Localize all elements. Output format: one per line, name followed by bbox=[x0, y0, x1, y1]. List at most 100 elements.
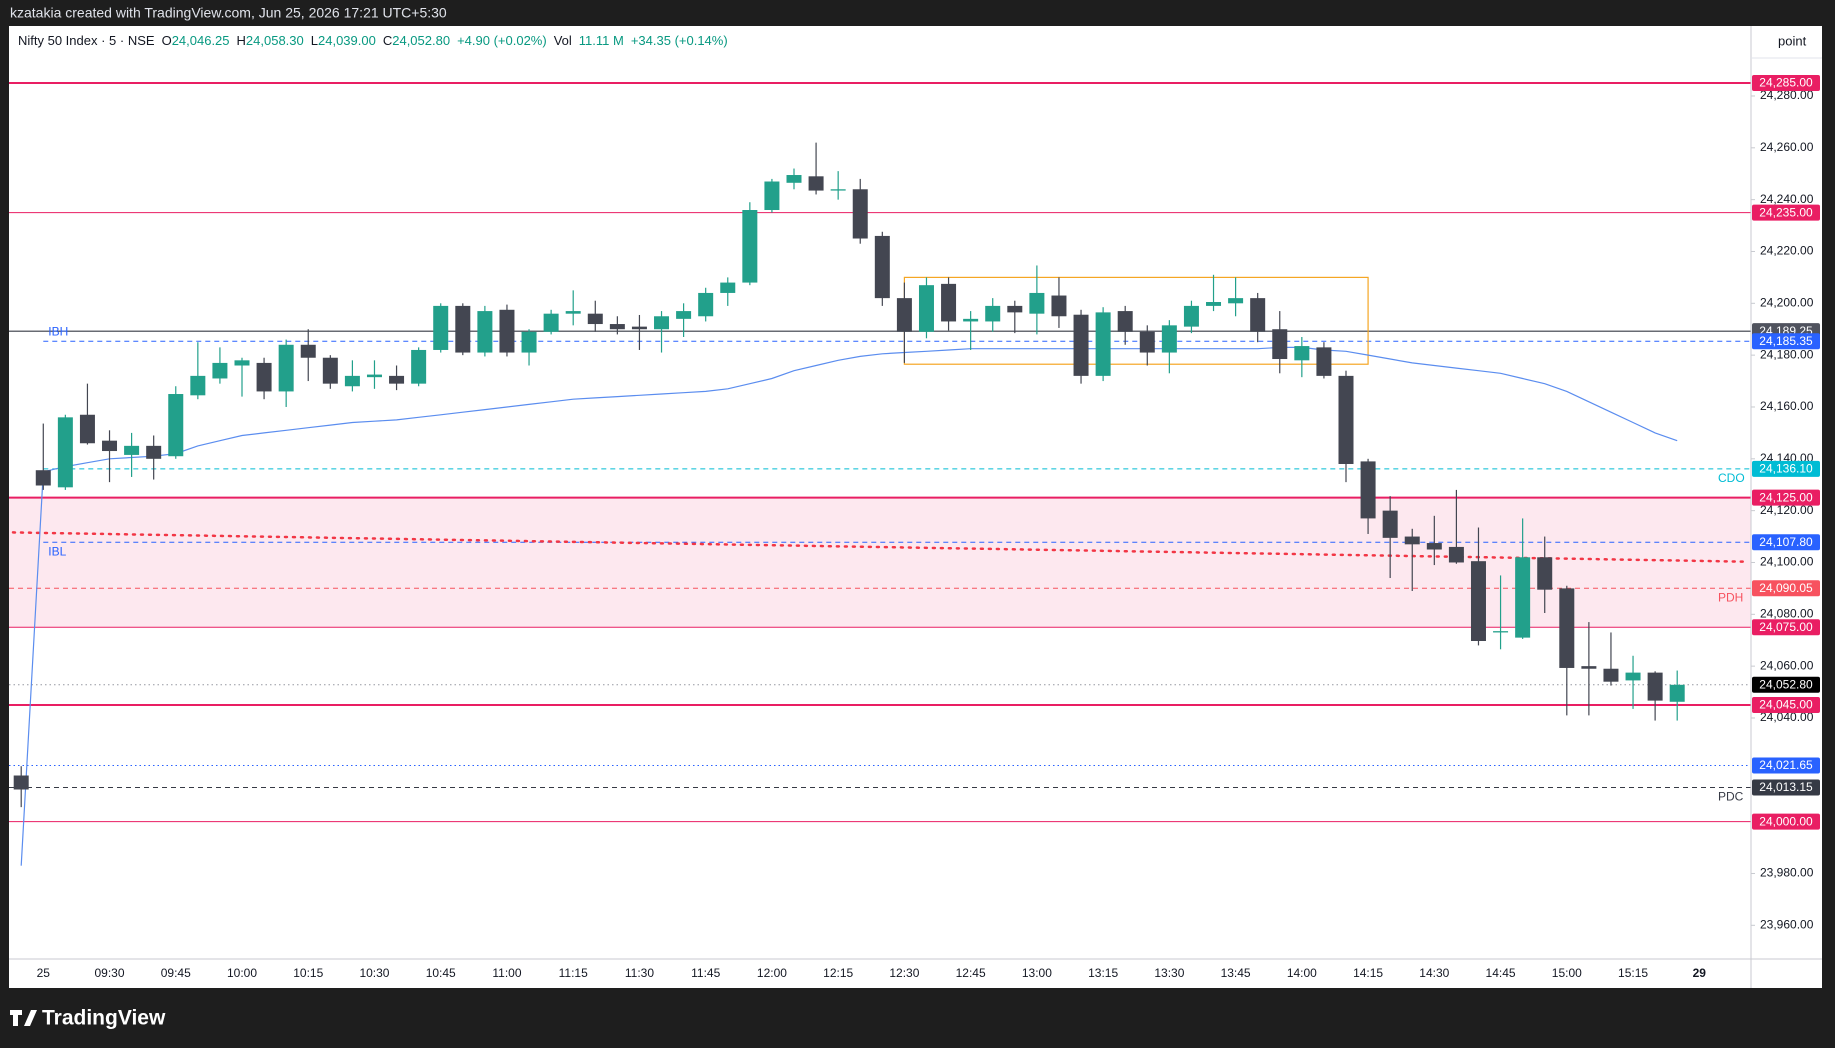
candle-body bbox=[786, 175, 802, 183]
y-tick-label: 24,160.00 bbox=[1760, 399, 1814, 413]
level-label-box bbox=[1752, 460, 1820, 477]
candle-body bbox=[1183, 305, 1199, 327]
candle-body bbox=[1448, 546, 1464, 563]
candle-body bbox=[35, 470, 51, 486]
candle-body bbox=[1559, 588, 1575, 668]
candle-body bbox=[1493, 631, 1509, 633]
x-tick-label: 10:00 bbox=[227, 966, 257, 980]
candle-body bbox=[366, 374, 382, 378]
x-tick-label: 11:00 bbox=[492, 966, 521, 980]
level-label-box bbox=[1752, 757, 1820, 774]
x-tick-label: 11:45 bbox=[691, 966, 720, 980]
candle-body bbox=[764, 181, 780, 211]
candle-body bbox=[631, 326, 647, 330]
level-label-box bbox=[1752, 580, 1820, 597]
x-tick-label: 15:15 bbox=[1618, 966, 1648, 980]
level-label: 24,285.00 bbox=[1759, 76, 1813, 90]
x-tick-label: 12:15 bbox=[823, 966, 853, 980]
candle-body bbox=[1228, 298, 1244, 304]
y-tick-label: 24,100.00 bbox=[1760, 555, 1814, 569]
level-label-box bbox=[1752, 534, 1820, 551]
x-tick-label: 11:15 bbox=[559, 966, 588, 980]
candle-body bbox=[411, 349, 427, 384]
y-tick-label: 23,960.00 bbox=[1760, 917, 1814, 931]
level-label-box bbox=[1752, 204, 1820, 221]
x-tick-label: 10:30 bbox=[359, 966, 389, 980]
candle-body bbox=[433, 305, 449, 350]
level-label: 24,075.00 bbox=[1759, 620, 1813, 634]
legend-item: L bbox=[311, 33, 318, 48]
candle-body bbox=[256, 362, 272, 392]
candle-body bbox=[1206, 302, 1222, 306]
level-label-box bbox=[1752, 75, 1820, 92]
level-label: 24,021.65 bbox=[1759, 758, 1813, 772]
candle-body bbox=[1316, 347, 1332, 376]
x-tick-label: 10:15 bbox=[293, 966, 323, 980]
x-tick-label: 14:00 bbox=[1287, 966, 1317, 980]
level-label: 24,125.00 bbox=[1759, 490, 1813, 504]
candle-body bbox=[1537, 557, 1553, 590]
candle-body bbox=[1625, 672, 1641, 681]
candle-body bbox=[896, 298, 912, 332]
legend-item: 24,046.25 bbox=[172, 33, 230, 48]
candle-body bbox=[300, 344, 316, 358]
candle-body bbox=[389, 375, 405, 384]
level-label: 24,045.00 bbox=[1759, 698, 1813, 712]
brand-logo: TradingView bbox=[10, 1007, 166, 1030]
legend-item: 24,058.30 bbox=[246, 33, 304, 48]
candle-body bbox=[455, 305, 471, 353]
candle-body bbox=[1470, 561, 1486, 642]
x-tick-label: 14:15 bbox=[1353, 966, 1383, 980]
candle-body bbox=[587, 313, 603, 325]
x-tick-label: 29 bbox=[1693, 966, 1707, 980]
level-label: 24,013.15 bbox=[1759, 780, 1813, 794]
legend-item: O bbox=[162, 33, 172, 48]
candle-body bbox=[1294, 346, 1310, 361]
candle-body bbox=[521, 331, 537, 353]
legend-item: Vol bbox=[554, 33, 572, 48]
candle-body bbox=[499, 309, 515, 353]
candle-body bbox=[1250, 298, 1266, 332]
logo-mark bbox=[10, 1010, 37, 1026]
level-label: 24,107.80 bbox=[1759, 535, 1813, 549]
x-tick-label: 15:00 bbox=[1552, 966, 1582, 980]
x-tick-label: 09:30 bbox=[95, 966, 125, 980]
candle-body bbox=[13, 775, 29, 790]
legend-item: 11.11 M bbox=[579, 33, 624, 48]
candle-body bbox=[322, 357, 338, 384]
candle-body bbox=[808, 176, 824, 191]
candle-body bbox=[79, 414, 95, 444]
y-tick-label: 24,280.00 bbox=[1760, 88, 1814, 102]
candle-body bbox=[234, 360, 250, 366]
candle-body bbox=[1095, 312, 1111, 376]
candle-body bbox=[676, 311, 692, 319]
candle-body bbox=[477, 311, 493, 353]
candle-body bbox=[852, 189, 868, 239]
candle-body bbox=[57, 417, 73, 488]
candle-body bbox=[1603, 668, 1619, 682]
level-tag: CDO bbox=[1718, 471, 1745, 485]
candle-body bbox=[874, 235, 890, 299]
candle-body bbox=[985, 305, 1001, 322]
candle-body bbox=[1073, 314, 1089, 376]
candle-body bbox=[1051, 295, 1067, 317]
legend-item: 24,039.00 bbox=[318, 33, 376, 48]
candle-body bbox=[918, 285, 934, 332]
x-tick-label: 13:30 bbox=[1154, 966, 1184, 980]
candle-body bbox=[565, 311, 581, 314]
level-label: 24,235.00 bbox=[1759, 205, 1813, 219]
x-tick-label: 12:00 bbox=[757, 966, 787, 980]
candle-body bbox=[124, 445, 140, 455]
candle-body bbox=[963, 318, 979, 322]
candle-body bbox=[1669, 684, 1685, 702]
level-label-box bbox=[1752, 676, 1820, 693]
candle-body bbox=[278, 344, 294, 392]
candle-body bbox=[1029, 292, 1045, 314]
candle-body bbox=[543, 313, 559, 332]
y-tick-label: 24,120.00 bbox=[1760, 503, 1814, 517]
y-tick-label: 24,240.00 bbox=[1760, 192, 1814, 206]
level-label-box bbox=[1752, 697, 1820, 714]
candle-body bbox=[1647, 672, 1663, 701]
candle-body bbox=[1161, 325, 1177, 353]
